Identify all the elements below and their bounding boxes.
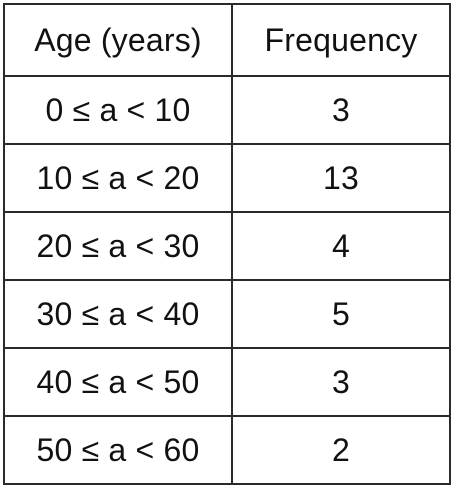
table-row: 40 ≤ a < 50 3 bbox=[3, 347, 451, 417]
frequency-cell: 5 bbox=[231, 279, 451, 349]
table-row: 20 ≤ a < 30 4 bbox=[3, 211, 451, 281]
age-cell: 20 ≤ a < 30 bbox=[3, 211, 233, 281]
frequency-cell: 2 bbox=[231, 415, 451, 485]
age-cell: 30 ≤ a < 40 bbox=[3, 279, 233, 349]
header-age: Age (years) bbox=[3, 3, 233, 77]
table-row: 10 ≤ a < 20 13 bbox=[3, 143, 451, 213]
table-row: 50 ≤ a < 60 2 bbox=[3, 415, 451, 485]
age-cell: 40 ≤ a < 50 bbox=[3, 347, 233, 417]
frequency-cell: 13 bbox=[231, 143, 451, 213]
table-header-row: Age (years) Frequency bbox=[3, 3, 451, 77]
frequency-cell: 3 bbox=[231, 75, 451, 145]
age-cell: 50 ≤ a < 60 bbox=[3, 415, 233, 485]
header-frequency: Frequency bbox=[231, 3, 451, 77]
frequency-cell: 4 bbox=[231, 211, 451, 281]
age-cell: 0 ≤ a < 10 bbox=[3, 75, 233, 145]
frequency-cell: 3 bbox=[231, 347, 451, 417]
table-row: 30 ≤ a < 40 5 bbox=[3, 279, 451, 349]
table-row: 0 ≤ a < 10 3 bbox=[3, 75, 451, 145]
age-cell: 10 ≤ a < 20 bbox=[3, 143, 233, 213]
frequency-table-container: Age (years) Frequency 0 ≤ a < 10 3 10 ≤ … bbox=[3, 3, 451, 485]
frequency-table: Age (years) Frequency 0 ≤ a < 10 3 10 ≤ … bbox=[3, 3, 451, 485]
